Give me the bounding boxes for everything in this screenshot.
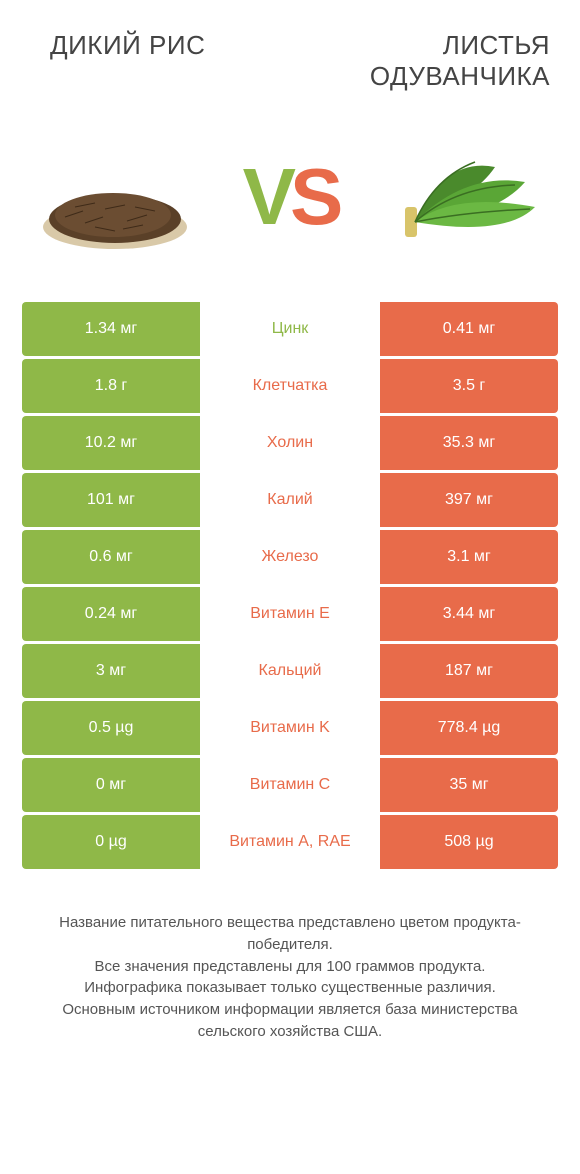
table-row: 101 мгКалий397 мг (22, 473, 558, 527)
footer-line: Все значения представлены для 100 граммо… (28, 956, 552, 978)
left-value-cell: 0 µg (22, 815, 200, 869)
nutrient-label: Витамин C (200, 758, 380, 812)
footer-line: Инфографика показывает только существенн… (28, 977, 552, 999)
table-row: 0.5 µgВитамин K778.4 µg (22, 701, 558, 755)
right-product-image (380, 127, 550, 267)
footer-line: Название питательного вещества представл… (28, 912, 552, 956)
nutrient-label: Витамин E (200, 587, 380, 641)
left-value-cell: 0 мг (22, 758, 200, 812)
table-row: 1.8 гКлетчатка3.5 г (22, 359, 558, 413)
header: ДИКИЙ РИС ЛИСТЬЯ ОДУВАНЧИКА (0, 0, 580, 102)
left-value-cell: 101 мг (22, 473, 200, 527)
right-value-cell: 187 мг (380, 644, 558, 698)
vs-s: S (290, 157, 337, 237)
left-value-cell: 1.8 г (22, 359, 200, 413)
nutrient-label: Витамин A, RAE (200, 815, 380, 869)
right-value-cell: 397 мг (380, 473, 558, 527)
left-product-image (30, 127, 200, 267)
nutrient-label: Кальций (200, 644, 380, 698)
nutrient-label: Калий (200, 473, 380, 527)
left-value-cell: 0.6 мг (22, 530, 200, 584)
table-row: 3 мгКальций187 мг (22, 644, 558, 698)
right-value-cell: 0.41 мг (380, 302, 558, 356)
left-value-cell: 1.34 мг (22, 302, 200, 356)
right-product-title: ЛИСТЬЯ ОДУВАНЧИКА (316, 30, 550, 92)
left-value-cell: 0.24 мг (22, 587, 200, 641)
nutrient-label: Холин (200, 416, 380, 470)
right-value-cell: 35.3 мг (380, 416, 558, 470)
right-value-cell: 3.44 мг (380, 587, 558, 641)
wild-rice-icon (35, 137, 195, 257)
nutrient-label: Клетчатка (200, 359, 380, 413)
nutrient-label: Железо (200, 530, 380, 584)
right-value-cell: 778.4 µg (380, 701, 558, 755)
dandelion-leaves-icon (385, 137, 545, 257)
right-value-cell: 3.5 г (380, 359, 558, 413)
table-row: 0 µgВитамин A, RAE508 µg (22, 815, 558, 869)
right-value-cell: 508 µg (380, 815, 558, 869)
left-value-cell: 10.2 мг (22, 416, 200, 470)
table-row: 0.6 мгЖелезо3.1 мг (22, 530, 558, 584)
table-row: 1.34 мгЦинк0.41 мг (22, 302, 558, 356)
vs-v: V (243, 157, 290, 237)
right-value-cell: 3.1 мг (380, 530, 558, 584)
vs-label: VS (243, 157, 338, 237)
left-value-cell: 3 мг (22, 644, 200, 698)
left-product-title: ДИКИЙ РИС (30, 30, 264, 61)
table-row: 10.2 мгХолин35.3 мг (22, 416, 558, 470)
footer-notes: Название питательного вещества представл… (0, 872, 580, 1043)
images-row: VS (0, 102, 580, 302)
nutrient-label: Цинк (200, 302, 380, 356)
table-row: 0 мгВитамин C35 мг (22, 758, 558, 812)
right-value-cell: 35 мг (380, 758, 558, 812)
comparison-table: 1.34 мгЦинк0.41 мг1.8 гКлетчатка3.5 г10.… (0, 302, 580, 869)
nutrient-label: Витамин K (200, 701, 380, 755)
table-row: 0.24 мгВитамин E3.44 мг (22, 587, 558, 641)
footer-line: Основным источником информации является … (28, 999, 552, 1043)
left-value-cell: 0.5 µg (22, 701, 200, 755)
